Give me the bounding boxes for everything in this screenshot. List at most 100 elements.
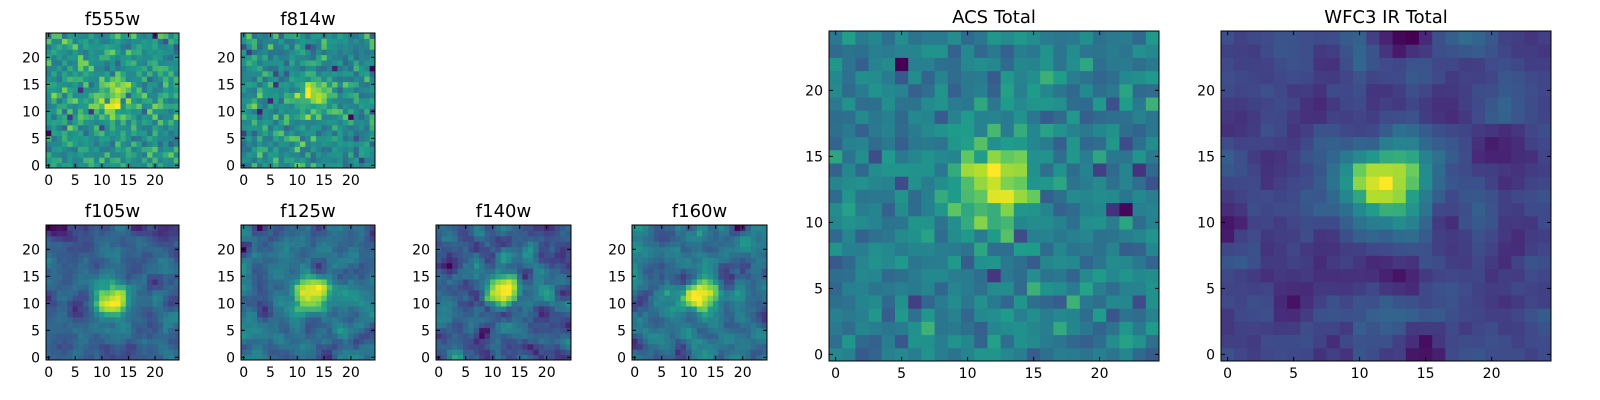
heatmap-cell [961,149,975,164]
heatmap-cell [305,43,312,50]
heatmap-cell [246,257,253,264]
heatmap-cell [289,108,296,115]
heatmap-cell [675,316,682,323]
heatmap-cell [729,333,736,339]
heatmap-cell [868,268,883,283]
heatmap-cell [358,327,365,334]
heatmap-cell [734,327,741,334]
heatmap-cell [1287,242,1301,256]
heatmap-cell [745,235,752,242]
heatmap-cell [342,114,349,120]
heatmap-cell [549,295,556,302]
heatmap-cell [1013,149,1028,164]
heatmap-cell [168,81,175,88]
heatmap-cell [267,130,274,137]
heatmap-cell [495,289,502,296]
heatmap-cell [664,327,671,334]
heatmap-cell [369,230,376,237]
heatmap-cell [99,246,106,253]
heatmap-cell [157,135,164,142]
heatmap-cell [51,130,58,137]
heatmap-cell [691,322,698,329]
x-tick-label: 20 [342,173,360,189]
heatmap-cell [120,87,127,93]
heatmap-cell [163,289,169,296]
heatmap-cell [1013,281,1028,296]
heatmap-cell [961,255,975,270]
heatmap-cell [750,273,757,280]
heatmap-cell [168,108,175,115]
heatmap-cell [511,262,518,269]
heatmap-cell [283,114,290,120]
heatmap-cell [51,349,58,356]
heatmap-cell [1392,242,1407,256]
heatmap-cell [463,295,469,302]
heatmap-cell [289,38,296,45]
heatmap-cell [289,241,296,248]
heatmap-cell [88,354,95,361]
heatmap-cell [707,316,714,323]
heatmap-cell [305,97,312,104]
heatmap-cell [67,124,74,131]
heatmap-cell [522,252,529,258]
heatmap-cell [46,103,52,110]
heatmap-cell [310,151,317,158]
heatmap-cell [88,135,95,142]
heatmap-cell [369,33,376,39]
heatmap-cell [707,333,714,339]
heatmap-cell [452,306,459,312]
heatmap-cell [316,241,322,248]
heatmap-cell [675,246,682,253]
heatmap-cell [257,92,263,99]
heatmap-cell [77,33,84,39]
heatmap-cell [109,241,116,248]
heatmap-cell [637,289,644,296]
heatmap-cell [358,338,365,345]
heatmap-cell [273,92,280,99]
heatmap-cell [1013,31,1028,45]
heatmap-cell [961,321,975,336]
heatmap-cell [1053,70,1068,85]
heatmap-cell [77,60,84,66]
heatmap-cell [457,235,464,242]
heatmap-cell [718,343,725,350]
heatmap-cell [1013,229,1028,243]
heatmap-cell [1392,215,1407,230]
heatmap-cell [246,284,253,291]
heatmap-cell [299,252,306,258]
heatmap-cell [1300,242,1314,256]
heatmap-cell [88,306,95,312]
heatmap-cell [473,354,480,361]
heatmap-cell [99,333,106,339]
heatmap-cell [648,322,655,329]
heatmap-cell [961,57,975,72]
heatmap-cell [67,49,74,56]
heatmap-cell [104,343,111,350]
heatmap-cell [1498,281,1512,296]
heatmap-cell [1511,268,1526,283]
heatmap-cell [702,300,709,307]
heatmap-cell [1066,70,1081,85]
heatmap-cell [342,230,349,237]
heatmap-cell [257,103,263,110]
heatmap-cell [358,316,365,323]
heatmap-cell [934,123,949,138]
heatmap-cell [163,235,169,242]
heatmap-cell [173,70,180,77]
heatmap-cell [441,262,448,269]
heatmap-cell [109,119,116,126]
heatmap-cell [750,241,757,248]
heatmap-cell [921,202,936,217]
heatmap-cell [565,257,572,264]
heatmap-cell [987,83,1002,98]
heatmap-cell [316,262,322,269]
heatmap-cell [326,87,333,93]
heatmap-cell [120,354,127,361]
heatmap-cell [83,284,90,291]
heatmap-cell [109,235,116,242]
heatmap-cell [642,279,649,285]
heatmap-cell [104,273,111,280]
heatmap-cell [1221,255,1235,270]
heatmap-cell [305,119,312,126]
heatmap-cell [125,92,132,99]
